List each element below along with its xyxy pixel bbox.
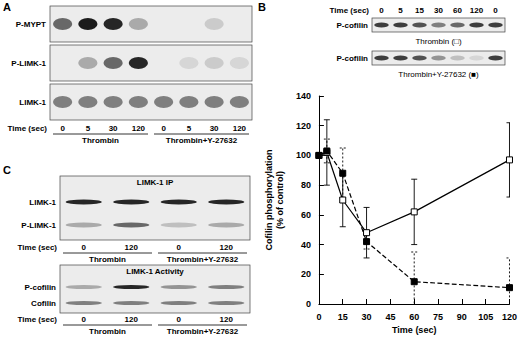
svg-text:0: 0 [177, 243, 182, 252]
svg-text:Cofilin: Cofilin [31, 299, 56, 308]
svg-text:90: 90 [457, 312, 467, 322]
svg-text:P-MYPT: P-MYPT [16, 20, 46, 29]
svg-text:C: C [3, 164, 11, 176]
svg-text:120: 120 [470, 6, 484, 15]
svg-text:Time (sec): Time (sec) [330, 6, 370, 15]
svg-text:Thrombin: Thrombin [89, 255, 126, 264]
svg-text:15: 15 [415, 6, 424, 15]
svg-text:Time (sec): Time (sec) [8, 124, 48, 133]
svg-text:30: 30 [362, 312, 372, 322]
svg-text:40: 40 [301, 240, 311, 250]
svg-text:120: 120 [502, 312, 517, 322]
svg-text:0: 0 [379, 6, 384, 15]
svg-text:Time (sec): Time (sec) [18, 243, 58, 252]
svg-text:Thrombin+Y-27632 (■): Thrombin+Y-27632 (■) [398, 70, 479, 79]
svg-text:P-cofilin: P-cofilin [336, 54, 368, 63]
svg-text:140: 140 [296, 91, 311, 101]
svg-text:Thrombin: Thrombin [82, 136, 119, 145]
svg-text:30: 30 [434, 6, 443, 15]
svg-text:120: 120 [132, 124, 146, 133]
svg-text:75: 75 [433, 312, 443, 322]
svg-text:45: 45 [385, 312, 395, 322]
svg-text:B: B [258, 1, 266, 13]
svg-text:60: 60 [453, 6, 462, 15]
svg-text:30: 30 [109, 124, 118, 133]
svg-text:0: 0 [82, 315, 87, 324]
svg-text:120: 120 [220, 243, 234, 252]
svg-text:0: 0 [316, 312, 321, 322]
svg-text:Cofilin phosphorylation: Cofilin phosphorylation [264, 150, 274, 251]
svg-text:Thrombin+Y-27632: Thrombin+Y-27632 [167, 327, 239, 336]
svg-text:0: 0 [82, 243, 87, 252]
svg-text:P-LIMK-1: P-LIMK-1 [11, 59, 46, 68]
svg-text:LIMK-1: LIMK-1 [19, 98, 46, 107]
svg-text:LIMK-1: LIMK-1 [29, 198, 56, 207]
svg-text:5: 5 [187, 124, 192, 133]
svg-text:100: 100 [296, 150, 311, 160]
svg-text:120: 120 [125, 243, 139, 252]
svg-text:120: 120 [220, 315, 234, 324]
svg-text:P-cofilin: P-cofilin [336, 21, 368, 30]
svg-text:15: 15 [338, 312, 348, 322]
svg-text:0: 0 [493, 6, 498, 15]
svg-text:Thrombin: Thrombin [89, 327, 126, 336]
svg-text:Time (sec): Time (sec) [392, 325, 436, 335]
svg-text:LIMK-1 Activity: LIMK-1 Activity [126, 267, 184, 276]
svg-text:120: 120 [125, 315, 139, 324]
svg-text:80: 80 [301, 180, 311, 190]
svg-text:20: 20 [301, 269, 311, 279]
svg-text:5: 5 [86, 124, 91, 133]
svg-text:0: 0 [161, 124, 166, 133]
svg-text:5: 5 [398, 6, 403, 15]
svg-text:LIMK-1 IP: LIMK-1 IP [137, 178, 174, 187]
svg-text:0: 0 [60, 124, 65, 133]
svg-text:30: 30 [210, 124, 219, 133]
svg-text:A: A [3, 1, 11, 13]
svg-text:(% of control): (% of control) [275, 171, 285, 229]
svg-text:Thrombin+Y-27632: Thrombin+Y-27632 [167, 255, 239, 264]
svg-text:105: 105 [478, 312, 493, 322]
svg-text:P-cofilin: P-cofilin [24, 283, 56, 292]
svg-text:Thrombin+Y-27632: Thrombin+Y-27632 [166, 136, 238, 145]
svg-text:P-LIMK-1: P-LIMK-1 [21, 221, 56, 230]
svg-text:Thrombin (□): Thrombin (□) [415, 37, 462, 46]
svg-text:120: 120 [296, 121, 311, 131]
svg-text:120: 120 [233, 124, 247, 133]
svg-text:0: 0 [177, 315, 182, 324]
svg-text:60: 60 [409, 312, 419, 322]
svg-text:Time (sec): Time (sec) [18, 315, 58, 324]
svg-text:60: 60 [301, 210, 311, 220]
svg-text:0: 0 [306, 299, 311, 309]
